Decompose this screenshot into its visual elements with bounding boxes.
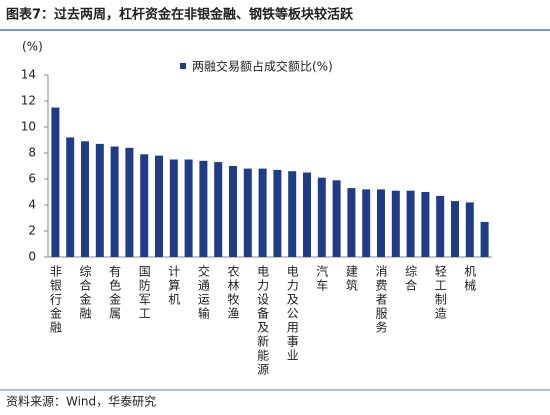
bar: [391, 190, 400, 257]
y-tick-label: 4: [28, 198, 36, 212]
x-tick-label: 国防军工: [137, 265, 151, 321]
bar: [303, 172, 311, 257]
bar: [480, 221, 489, 257]
bar: [66, 137, 75, 257]
bar: [451, 201, 459, 257]
y-tick-label: 10: [21, 120, 36, 134]
x-tick-label: 交通运输: [196, 264, 210, 321]
bar: [140, 154, 149, 257]
source-note: 资料来源：Wind，华泰研究: [6, 394, 156, 409]
legend-swatch: [180, 63, 186, 69]
bar: [95, 143, 104, 257]
bar: [169, 159, 178, 257]
x-tick-label: 汽车: [315, 264, 329, 293]
bar: [258, 168, 267, 257]
x-tick-label: 建筑: [344, 265, 358, 293]
y-tick-label: 12: [21, 94, 36, 108]
x-tick-label: 电力及公用事业: [285, 265, 299, 363]
bar: [81, 141, 89, 257]
x-tick-label: 有色金属: [108, 265, 122, 321]
bar: [199, 160, 208, 257]
bar: [406, 190, 415, 257]
bar: [317, 177, 326, 257]
x-tick-label: 综合: [404, 265, 418, 293]
bar: [421, 192, 430, 257]
chart-title: 图表7：过去两周，杠杆资金在非银金融、钢铁等板块较活跃: [6, 7, 354, 23]
x-tick-label: 消费者服务: [374, 265, 388, 335]
x-tick-label: 机械: [463, 265, 477, 293]
bar: [288, 171, 297, 257]
bar: [125, 147, 134, 257]
y-tick-label: 6: [28, 172, 36, 186]
bar: [243, 168, 252, 257]
bar: [214, 162, 223, 257]
bar: [377, 189, 385, 257]
bar: [332, 180, 341, 257]
bar: [465, 202, 474, 257]
y-axis-label: (%): [22, 40, 43, 54]
bar: [51, 107, 60, 257]
bar: [184, 159, 193, 257]
y-tick-label: 2: [28, 224, 36, 238]
x-tick-label: 轻工制造: [433, 265, 447, 321]
y-tick-label: 8: [28, 146, 36, 160]
x-tick-label: 电力设备及新能源: [256, 265, 270, 377]
bar: [273, 169, 282, 257]
bar: [347, 188, 356, 257]
y-tick-label: 14: [21, 68, 36, 82]
bar: [362, 189, 371, 257]
legend-label: 两融交易额占成交额比(%): [192, 59, 333, 74]
x-tick-label: 农林牧渔: [226, 265, 240, 321]
bar: [155, 155, 163, 257]
x-tick-label: 综合金融: [78, 265, 92, 321]
bar: [110, 146, 119, 257]
x-tick-label: 非银行金融: [48, 265, 62, 335]
bar: [229, 166, 237, 257]
bar: [436, 195, 445, 257]
y-tick-label: 0: [28, 250, 36, 264]
x-tick-label: 计算机: [167, 265, 181, 307]
